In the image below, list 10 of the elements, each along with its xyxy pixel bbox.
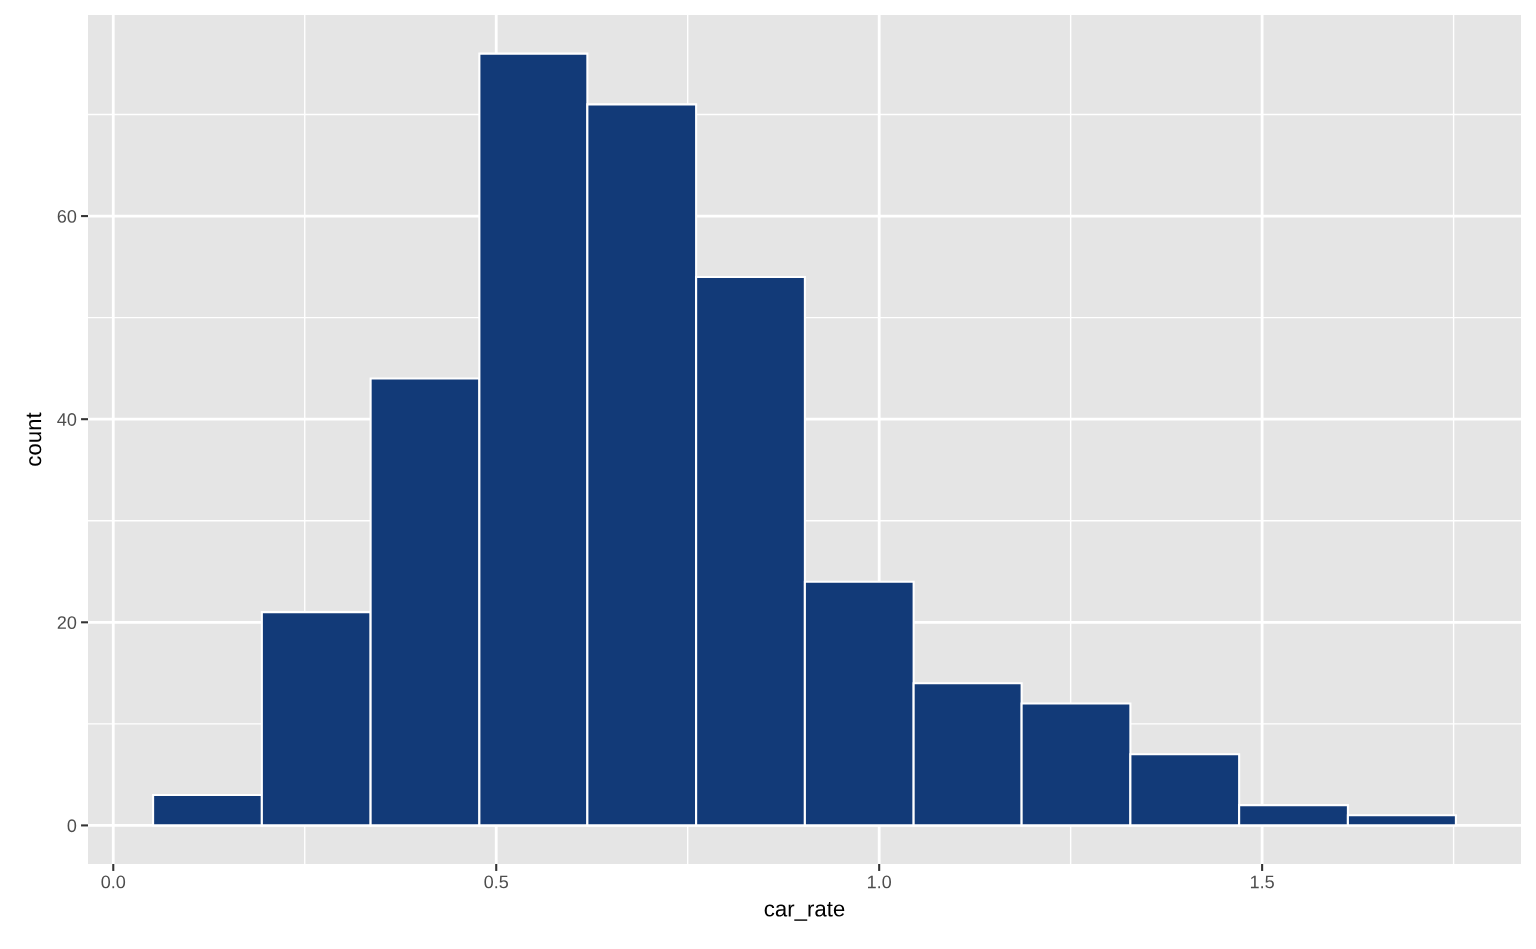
y-tick-label: 20 [57, 616, 77, 630]
y-tick-label: 40 [57, 413, 77, 426]
y-tick-label: 60 [57, 210, 77, 223]
x-tick-label: 0.5 [484, 875, 509, 889]
x-axis-title: car_rate [764, 902, 845, 921]
x-tick-label: 0.0 [101, 875, 126, 889]
x-tick-label: 1.5 [1250, 875, 1274, 889]
x-tick-label: 1.0 [868, 875, 892, 889]
y-tick-label: 0 [67, 819, 77, 833]
y-axis-title: count [26, 412, 42, 466]
